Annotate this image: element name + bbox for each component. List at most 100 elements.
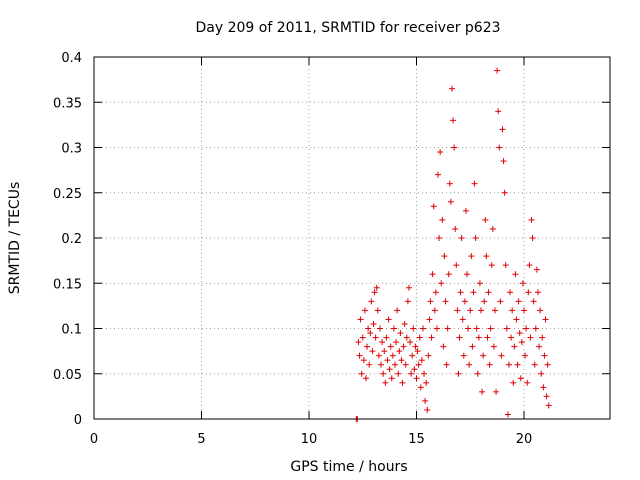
- data-point: [481, 298, 488, 305]
- data-point: [435, 171, 441, 178]
- data-point: [358, 370, 365, 377]
- data-point: [410, 325, 417, 332]
- data-point: [470, 289, 477, 296]
- data-point: [459, 316, 466, 323]
- data-point: [431, 307, 438, 314]
- data-point: [487, 325, 494, 332]
- data-point: [403, 334, 410, 341]
- data-point: [399, 379, 406, 386]
- data-point: [461, 298, 468, 305]
- data-point: [404, 298, 411, 305]
- data-point: [474, 370, 481, 377]
- data-point: [385, 316, 392, 323]
- data-point: [507, 289, 514, 296]
- data-point: [510, 379, 517, 386]
- data-point: [394, 307, 401, 314]
- data-point: [387, 343, 394, 350]
- data-point: [400, 343, 407, 350]
- data-point: [518, 339, 525, 346]
- data-point: [409, 352, 416, 359]
- data-point: [517, 375, 524, 382]
- data-point: [491, 307, 498, 314]
- data-point: [364, 343, 371, 350]
- data-point: [460, 352, 467, 359]
- data-point: [545, 402, 552, 409]
- data-point: [369, 348, 376, 355]
- data-point: [467, 307, 474, 314]
- data-point: [382, 379, 389, 386]
- data-point: [471, 180, 478, 187]
- data-point: [362, 375, 369, 382]
- data-point: [432, 289, 439, 296]
- data-point: [379, 339, 386, 346]
- data-point: [441, 253, 448, 260]
- data-point: [525, 289, 532, 296]
- data-point: [544, 361, 551, 368]
- data-point: [433, 325, 440, 332]
- data-point: [401, 320, 408, 327]
- data-point: [508, 334, 515, 341]
- data-point: [453, 262, 460, 269]
- data-point: [526, 262, 533, 269]
- data-point: [436, 235, 443, 241]
- data-point: [383, 334, 390, 341]
- data-point: [503, 325, 510, 332]
- data-point: [372, 334, 379, 341]
- data-point: [361, 307, 368, 314]
- data-point: [488, 262, 495, 269]
- data-point: [480, 352, 487, 359]
- data-point: [440, 343, 447, 350]
- data-point: [499, 126, 506, 133]
- data-point: [393, 339, 400, 346]
- x-tick-label: 0: [90, 432, 98, 447]
- x-tick-label: 5: [197, 432, 205, 447]
- data-point: [542, 316, 549, 323]
- data-point: [465, 325, 472, 332]
- data-point: [472, 235, 479, 241]
- data-point: [522, 352, 529, 359]
- data-point: [450, 117, 457, 124]
- data-point: [445, 271, 452, 278]
- data-point: [468, 253, 475, 260]
- data-point: [464, 271, 471, 278]
- data-point: [489, 225, 496, 232]
- data-point: [442, 298, 449, 305]
- data-point: [421, 370, 428, 377]
- y-tick-label: 0.1: [61, 323, 82, 338]
- data-point: [368, 298, 375, 305]
- data-point: [482, 216, 489, 223]
- data-point: [374, 307, 381, 314]
- data-point: [502, 262, 509, 269]
- data-point: [446, 180, 453, 187]
- y-tick-label: 0.4: [61, 51, 82, 66]
- tick-labels: 0 0.05 0.1 0.15 0.2 0.25 0.3 0.35 0.4 0 5 10 15 20: [53, 51, 532, 447]
- data-point: [533, 266, 540, 273]
- data-point: [418, 357, 425, 364]
- x-tick-label: 15: [408, 432, 425, 447]
- data-point: [357, 316, 364, 323]
- data-point: [473, 325, 480, 332]
- data-point: [454, 307, 461, 314]
- data-point: [419, 325, 426, 332]
- data-point: [381, 348, 388, 355]
- data-point: [483, 253, 490, 260]
- data-point: [430, 203, 437, 210]
- data-point: [439, 216, 446, 223]
- data-point: [485, 289, 492, 296]
- data-points: [353, 67, 552, 422]
- data-point: [530, 298, 537, 305]
- data-point: [360, 357, 367, 364]
- data-point: [540, 384, 547, 391]
- data-point: [427, 298, 434, 305]
- data-point: [389, 352, 396, 359]
- data-point: [543, 393, 550, 400]
- data-point: [519, 280, 526, 287]
- data-point: [462, 207, 469, 214]
- data-point: [521, 307, 527, 314]
- y-tick-label: 0.05: [53, 368, 82, 383]
- data-point: [448, 85, 455, 92]
- data-point: [511, 343, 518, 350]
- data-point: [428, 334, 435, 341]
- data-point: [452, 225, 459, 232]
